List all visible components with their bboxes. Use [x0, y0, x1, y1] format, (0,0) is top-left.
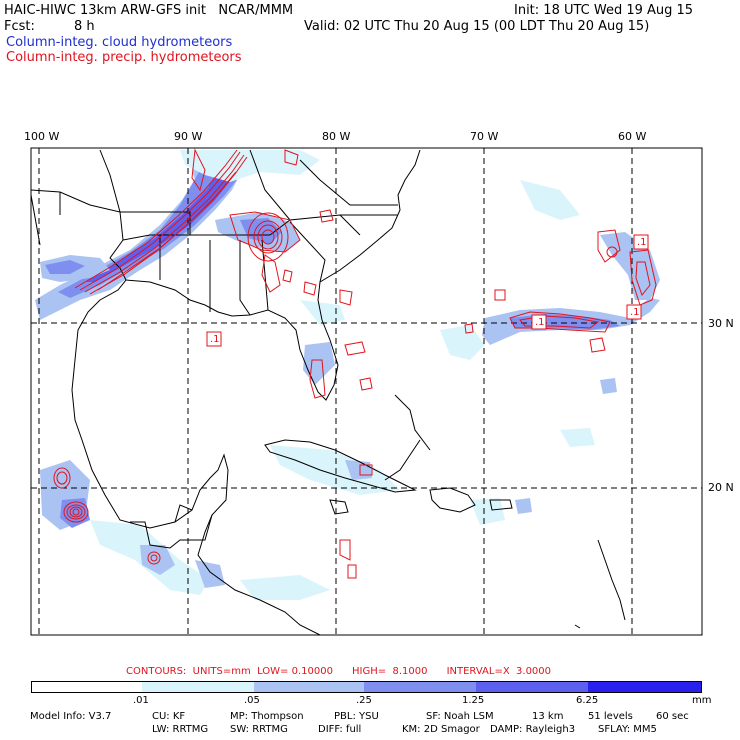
contour-label-boxes	[206, 234, 649, 347]
colorbar-segment	[142, 682, 254, 692]
contour-label: .1	[637, 237, 647, 248]
lon-label-90w: 90 W	[174, 130, 203, 143]
colorbar-segment	[476, 682, 588, 692]
lat-label-30n: 30 N	[708, 317, 734, 330]
model-info-cu: CU: KF	[152, 711, 186, 722]
precip-hydrometeor-contours	[53, 148, 657, 579]
forecast-label: Fcst:	[4, 19, 35, 34]
colorbar-segment	[32, 682, 142, 692]
model-info-sflay: SFLAY: MM5	[598, 724, 657, 735]
colorbar	[31, 681, 702, 693]
colorbar-tick: .05	[244, 695, 260, 706]
model-info-version: Model Info: V3.7	[30, 711, 112, 722]
model-info-levels: 51 levels	[588, 711, 633, 722]
colorbar-tick: .01	[133, 695, 149, 706]
contour-label: .1	[535, 317, 545, 328]
field-precip-label: Column-integ. precip. hydrometeors	[6, 50, 242, 65]
model-info-sf: SF: Noah LSM	[426, 711, 494, 722]
model-info-diff: DIFF: full	[318, 724, 362, 735]
lon-label-70w: 70 W	[470, 130, 499, 143]
lat-lon-grid	[31, 148, 702, 635]
map-content	[31, 148, 702, 635]
map-frame	[30, 147, 703, 636]
lon-label-80w: 80 W	[322, 130, 351, 143]
colorbar-segment	[254, 682, 364, 692]
field-cloud-label: Column-integ. cloud hydrometeors	[6, 35, 233, 50]
colorbar-units: mm	[692, 695, 712, 706]
cloud-hydrometeor-shading	[35, 150, 660, 600]
forecast-hour: 8 h	[74, 19, 95, 34]
lon-label-100w: 100 W	[24, 130, 60, 143]
model-info-damp: DAMP: Rayleigh3	[490, 724, 576, 735]
colorbar-segment	[364, 682, 476, 692]
colorbar-tick: 1.25	[462, 695, 485, 706]
colorbar-tick: 6.25	[576, 695, 599, 706]
lat-label-20n: 20 N	[708, 481, 734, 494]
model-title: HAIC-HIWC 13km ARW-GFS init NCAR/MMM	[4, 3, 294, 18]
model-info-pbl: PBL: YSU	[334, 711, 379, 722]
init-time: Init: 18 UTC Wed 19 Aug 15	[514, 3, 694, 18]
colorbar-segment	[588, 682, 701, 692]
model-info-resolution: 13 km	[532, 711, 564, 722]
model-info-sw: SW: RRTMG	[230, 724, 288, 735]
model-info-mp: MP: Thompson	[230, 711, 304, 722]
valid-time: Valid: 02 UTC Thu 20 Aug 15 (00 LDT Thu …	[304, 19, 650, 34]
contour-label: .1	[210, 334, 220, 345]
coastlines	[31, 149, 626, 635]
model-info-lw: LW: RRTMG	[152, 724, 209, 735]
contour-info: CONTOURS: UNITS=mm LOW= 0.10000 HIGH= 8.…	[126, 666, 552, 677]
model-info-km: KM: 2D Smagor	[402, 724, 480, 735]
colorbar-tick: .25	[356, 695, 372, 706]
lon-label-60w: 60 W	[618, 130, 647, 143]
model-info-timestep: 60 sec	[656, 711, 689, 722]
contour-label: .1	[630, 307, 640, 318]
